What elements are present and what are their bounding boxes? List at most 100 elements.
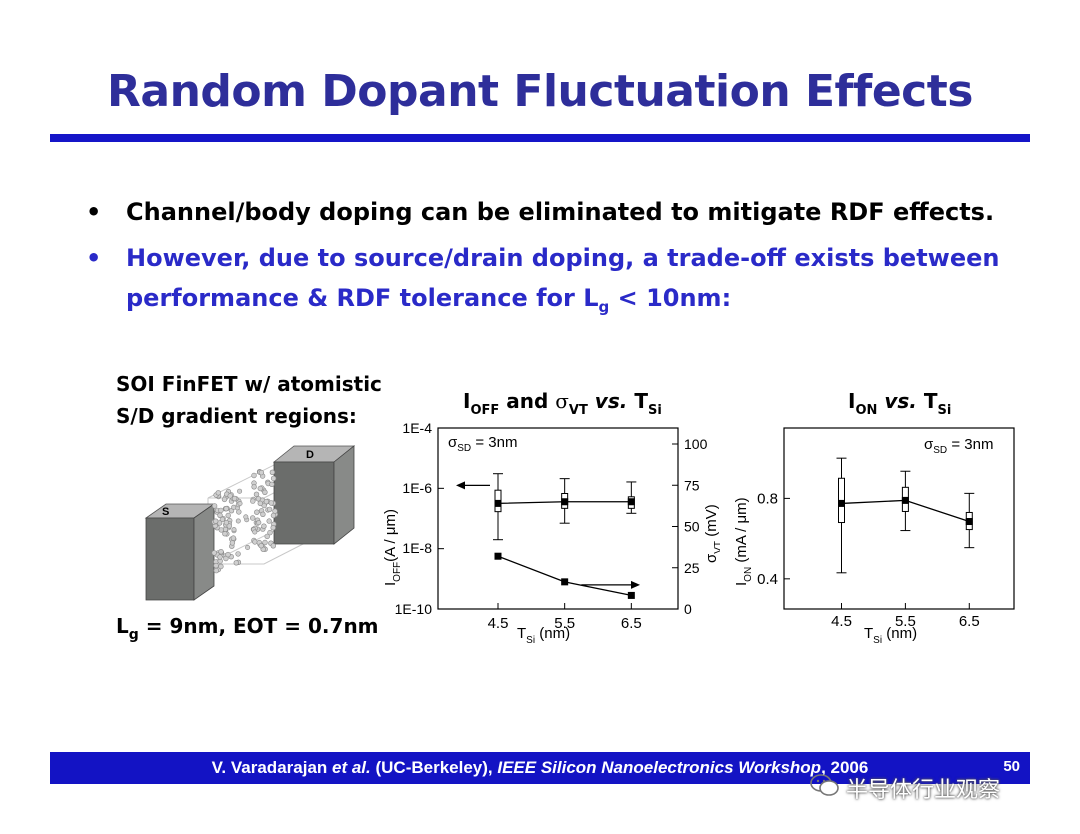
chart1-ylabel-sub: OFF	[392, 562, 403, 582]
bullet-dot: •	[86, 198, 102, 226]
watermark-text: 半导体行业观察	[846, 778, 1001, 803]
dopant-atom	[269, 481, 275, 487]
chart2-annotation: σSD = 3nm	[924, 436, 993, 456]
chart1-y-right-tick: 75	[684, 477, 700, 493]
dopant-atom	[245, 545, 251, 551]
citation: V. Varadarajan et al. (UC-Berkeley), IEE…	[50, 758, 1030, 778]
dopant-atom	[256, 520, 262, 526]
dopant-atom	[237, 500, 243, 506]
lg-post: = 9nm, EOT = 0.7nm	[138, 614, 379, 638]
slide-title: Random Dopant Fluctuation Effects	[107, 66, 973, 117]
chart1-y-left-tick: 1E-10	[395, 601, 433, 617]
dopant-atom	[222, 530, 228, 537]
chart2-annot-rest: = 3nm	[947, 436, 993, 453]
dopant-atom	[233, 560, 240, 566]
chart1-yrlabel-sub: VT	[713, 541, 720, 554]
chart2-title-c-sub: Si	[937, 403, 952, 418]
dopant-atom	[254, 509, 260, 515]
device-caption-line2: S/D gradient regions:	[116, 404, 357, 428]
dopant-atom	[270, 512, 277, 519]
dopant-atom	[257, 485, 264, 492]
chart1-left-axis-arrowhead	[456, 481, 465, 490]
chart2-x-tick: 6.5	[959, 613, 980, 630]
bullet-2-line2-sub: g	[598, 298, 610, 316]
dopant-atom	[211, 503, 218, 509]
chart2-title: ION vs. TSi	[848, 389, 951, 418]
dopant-atom	[231, 504, 237, 510]
chart1-sigmavt-point	[627, 498, 635, 506]
dopant-atom	[267, 529, 273, 536]
chart1-ylabel-main: I	[382, 582, 399, 586]
dopant-atom	[230, 535, 237, 541]
chart1-y-left-tick: 1E-6	[402, 480, 432, 496]
chart2-ylabel-sub: ON	[743, 567, 754, 582]
lg-sub: g	[128, 627, 139, 643]
dopant-atom	[219, 516, 226, 523]
dopant-atom	[212, 518, 219, 524]
chart2-ylabel-main: I	[733, 582, 750, 586]
bullet-2-line2-post: < 10nm:	[609, 284, 732, 312]
chart1-tick-marks	[438, 427, 678, 610]
dopant-atom	[213, 562, 219, 569]
dopant-atom	[260, 511, 266, 518]
wechat-icon	[810, 774, 839, 796]
chart2-title-a-sub: ON	[855, 403, 878, 418]
dopant-atom	[217, 554, 223, 560]
chart2-x-tick: 5.5	[895, 613, 916, 630]
dopant-atom	[264, 533, 270, 540]
dopant-atom	[258, 469, 265, 476]
chart2-y-label: ION (mA / μm)	[733, 497, 754, 586]
chart1-y-left-tick: 1E-8	[402, 540, 432, 556]
dopant-atoms	[211, 469, 279, 574]
chart1-annot-rest: = 3nm	[471, 434, 517, 451]
chart1-y-left-label: IOFF(A / μm)	[382, 509, 403, 586]
chart1-y-right-tick-labels: 100 75 50 25 0	[684, 436, 708, 617]
dopant-atom	[252, 539, 258, 545]
chart1-annotation: σSD = 3nm	[448, 434, 517, 454]
dopant-atom	[235, 551, 241, 557]
dopant-atom	[237, 488, 243, 494]
page-number: 50	[1003, 758, 1020, 775]
dopant-atom	[262, 539, 268, 546]
chart1-x-tick: 4.5	[488, 615, 509, 632]
chart1-y-right-tick: 50	[684, 519, 700, 535]
chart-ioff-sigmavt: 4.5 5.5 6.5 1E-4 1E-6 1E-8 1E-10 100 75 …	[382, 420, 720, 646]
dopant-atom	[252, 529, 258, 535]
chart2-x-tick: 4.5	[831, 613, 852, 630]
dopant-atom	[211, 550, 217, 556]
chart2-ylabel-unit: (mA / μm)	[733, 497, 750, 566]
dopant-atom	[218, 548, 224, 555]
chart2-data-marks	[836, 457, 975, 574]
chart2-ion-point	[901, 496, 909, 504]
chart1-x-tick: 5.5	[554, 615, 575, 632]
chart1-title-b: and	[499, 389, 556, 413]
dopant-atom	[253, 491, 260, 497]
dopant-atom	[217, 512, 223, 519]
chart2-title-vs: vs.	[877, 389, 917, 413]
chart1-title-a: I	[463, 389, 471, 413]
drain-block: D	[272, 445, 356, 545]
chart1-data-marks	[456, 473, 640, 599]
chart2-title-a: I	[848, 389, 856, 413]
dopant-atom	[215, 490, 222, 496]
bullet-2-line2: performance & RDF tolerance for Lg < 10n…	[126, 278, 1046, 327]
drain-label: D	[306, 449, 314, 461]
bullet-2: • However, due to source/drain doping, a…	[86, 238, 1046, 327]
dopant-atom	[223, 505, 229, 512]
chart1-x-tick: 6.5	[621, 615, 642, 632]
chart-ion: 4.5 5.5 6.5 0.8 0.4 σSD = 3nm TSi (nm) I…	[733, 427, 1015, 646]
chart2-x-label: TSi (nm)	[864, 625, 917, 646]
dopant-atom	[231, 495, 238, 502]
dopant-atom	[270, 524, 276, 531]
chart1-plot-frame	[437, 427, 679, 610]
source-label: S	[162, 506, 169, 518]
chart1-y-left-tick: 1E-4	[402, 420, 432, 436]
gate-length-caption: Lg = 9nm, EOT = 0.7nm	[116, 614, 379, 643]
chart1-title-vs: vs.	[587, 389, 628, 413]
chart1-title-a-sub: OFF	[470, 403, 500, 418]
chart2-plot-frame	[783, 427, 1015, 610]
citation-author: V. Varadarajan	[211, 758, 328, 777]
citation-venue: IEEE Silicon Nanoelectronics Workshop	[497, 758, 822, 777]
title-rule	[50, 134, 1030, 142]
dopant-atom	[225, 512, 231, 519]
